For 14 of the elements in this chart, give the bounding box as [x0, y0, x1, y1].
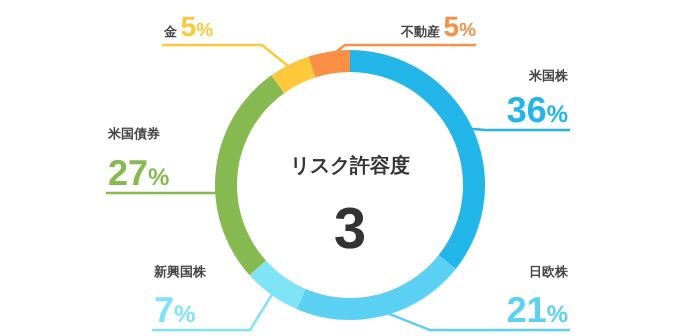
slice-label: 米国株	[528, 68, 569, 83]
slice-label: 金	[163, 24, 181, 39]
data-label: 7%	[154, 289, 196, 330]
slice-label: 新興国株	[153, 264, 207, 279]
text: リスク許容度	[290, 154, 410, 177]
data-label: 21%	[506, 289, 568, 330]
text: 3	[334, 196, 366, 261]
slice-label: 米国債券	[107, 126, 160, 141]
data-label: 5%	[180, 11, 214, 42]
slice-label: 不動産	[400, 24, 444, 39]
data-label: 27%	[108, 152, 170, 193]
data-label: 36%	[506, 89, 568, 130]
slice-label: 日欧株	[529, 264, 569, 279]
data-label: 5%	[444, 11, 476, 42]
